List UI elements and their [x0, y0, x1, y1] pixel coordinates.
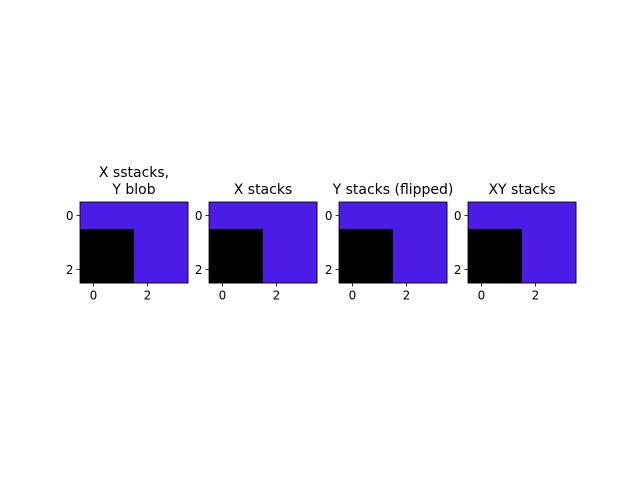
chart-title: Y stacks (flipped)	[332, 182, 454, 198]
heatmap-cell	[263, 202, 291, 230]
heatmap-cell	[209, 229, 237, 257]
heatmap-cell	[393, 256, 421, 284]
heatmap-cell	[80, 202, 108, 230]
heatmap-cell	[495, 229, 523, 257]
heatmap-cell	[134, 229, 162, 257]
heatmap-cell	[290, 229, 318, 257]
heatmap-cell	[161, 202, 189, 230]
subplot-3: 0 2 0 2 Y stacks (flipped)	[325, 182, 454, 303]
heatmap-cell	[468, 202, 496, 230]
heatmap-cell	[420, 256, 448, 284]
x-tick-label: 0	[219, 289, 227, 303]
heatmap-cell	[549, 229, 577, 257]
heatmap-cell	[263, 256, 291, 284]
heatmap-cell	[134, 202, 162, 230]
heatmap-cell	[495, 256, 523, 284]
chart-title-line: Y stacks (flipped)	[332, 182, 454, 198]
x-tick-label: 2	[144, 289, 152, 303]
heatmap-cell	[339, 202, 367, 230]
heatmap-cell	[236, 229, 264, 257]
y-tick-label: 2	[325, 263, 333, 277]
heatmap-cell	[522, 256, 550, 284]
heatmap-cell	[134, 256, 162, 284]
x-tick-label: 0	[90, 289, 98, 303]
heatmap-cell	[209, 256, 237, 284]
chart-title-line: XY stacks	[488, 182, 555, 198]
heatmap-cell	[549, 256, 577, 284]
x-tick-label: 0	[349, 289, 357, 303]
chart-title: X sstacks, Y blob	[99, 165, 169, 198]
chart-title: X stacks	[234, 182, 293, 198]
chart-title-line: X sstacks,	[99, 165, 169, 181]
subplot-2: 0 2 0 2 X stacks	[195, 182, 318, 303]
axes-frame	[208, 201, 318, 284]
heatmap-cell	[522, 229, 550, 257]
axes-frame	[338, 201, 448, 284]
heatmap-cell	[495, 202, 523, 230]
axes-frame	[467, 201, 577, 284]
heatmap-cell	[468, 256, 496, 284]
heatmap-cell	[420, 202, 448, 230]
heatmap-cell	[209, 202, 237, 230]
x-tick-label: 2	[273, 289, 281, 303]
heatmap-cell	[290, 202, 318, 230]
heatmap-cell	[366, 202, 394, 230]
heatmap-cell	[290, 256, 318, 284]
heatmap-cell	[468, 229, 496, 257]
heatmap-cell	[393, 229, 421, 257]
heatmap-cell	[549, 202, 577, 230]
heatmap-cell	[393, 202, 421, 230]
y-tick-label: 2	[195, 263, 203, 277]
y-tick-label: 0	[454, 209, 462, 223]
chart-title: XY stacks	[488, 182, 555, 198]
x-tick-label: 0	[478, 289, 486, 303]
x-tick-label: 2	[532, 289, 540, 303]
subplot-1: 0 2 0 2 X sstacks, Y blob	[66, 165, 189, 303]
heatmap-cell	[161, 229, 189, 257]
chart-title-line: X stacks	[234, 182, 293, 198]
heatmap-cell	[366, 256, 394, 284]
subplot-4: 0 2 0 2 XY stacks	[454, 182, 577, 303]
heatmap-cell	[107, 229, 135, 257]
y-tick-label: 0	[66, 209, 74, 223]
heatmap-cell	[161, 256, 189, 284]
heatmap-cell	[107, 202, 135, 230]
y-tick-label: 0	[195, 209, 203, 223]
axes-frame	[79, 201, 189, 284]
heatmap-cell	[339, 229, 367, 257]
heatmap-cell	[263, 229, 291, 257]
heatmap-cell	[236, 256, 264, 284]
heatmap-cell	[366, 229, 394, 257]
y-tick-label: 2	[454, 263, 462, 277]
y-tick-label: 2	[66, 263, 74, 277]
y-tick-label: 0	[325, 209, 333, 223]
heatmap-cell	[339, 256, 367, 284]
x-tick-label: 2	[403, 289, 411, 303]
heatmap-cell	[80, 229, 108, 257]
heatmap-cell	[522, 202, 550, 230]
heatmap-cell	[80, 256, 108, 284]
heatmap-cell	[236, 202, 264, 230]
chart-title-line: Y blob	[111, 182, 155, 198]
heatmap-cell	[420, 229, 448, 257]
heatmap-cell	[107, 256, 135, 284]
